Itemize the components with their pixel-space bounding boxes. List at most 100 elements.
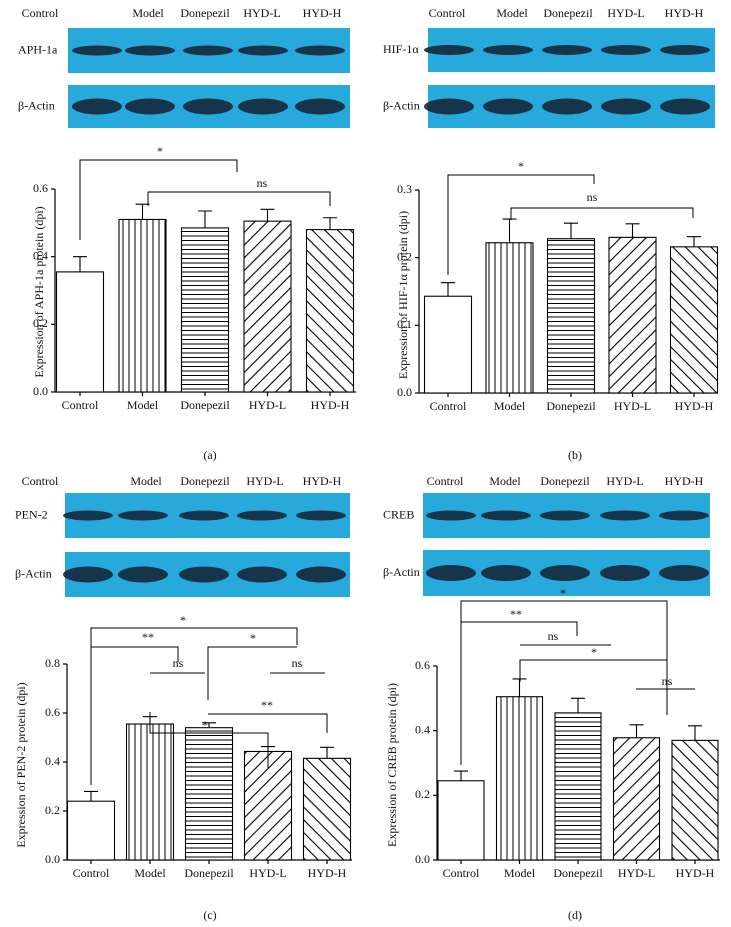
bar: [669, 246, 719, 394]
error-bar: [454, 770, 468, 781]
x-tick-label: Model: [504, 866, 536, 880]
blot-row-label: APH-1a: [18, 42, 58, 56]
error-bar: [564, 222, 578, 239]
bar: [180, 227, 230, 393]
blot-band: [72, 98, 122, 115]
error-bar: [625, 223, 640, 238]
blot-band: [183, 98, 233, 115]
bar: [184, 727, 234, 861]
blot-band: [424, 98, 474, 115]
blot-band: [600, 565, 650, 581]
bar: [125, 723, 175, 861]
bar: [423, 295, 473, 394]
significance-bracket: [519, 659, 667, 682]
blot-lane-label: HYD-L: [607, 6, 644, 20]
blot-row-label: HIF-1α: [383, 42, 419, 56]
blot-band: [660, 98, 710, 115]
blot-band: [125, 98, 175, 115]
x-tick-label: Control: [62, 398, 99, 412]
blot-band: [483, 45, 533, 55]
error-bar: [688, 725, 702, 741]
blot-band: [183, 45, 233, 56]
panel-label: (d): [568, 908, 582, 922]
significance-bracket: [510, 207, 694, 220]
error-bar: [323, 217, 337, 230]
y-tick-label: 0.0: [45, 852, 60, 866]
bar: [66, 800, 116, 861]
x-tick-label: HYD-H: [676, 866, 715, 880]
bar: [608, 236, 657, 394]
y-tick-label: 0.8: [45, 656, 60, 670]
significance-bracket: [147, 191, 331, 206]
blot-band: [481, 565, 531, 581]
x-tick-label: HYD-H: [675, 399, 714, 413]
blot-row-label: β-Actin: [18, 98, 55, 112]
error-bar: [441, 282, 455, 297]
blot-lane-label: HYD-H: [665, 6, 704, 20]
x-tick-label: Donepezil: [184, 866, 234, 880]
x-tick-label: HYD-L: [614, 399, 651, 413]
error-bar: [198, 210, 212, 228]
significance-bracket: [207, 646, 297, 700]
error-bar: [320, 746, 334, 759]
blot-lane-label: HYD-H: [303, 474, 342, 488]
y-tick-label: 0.6: [33, 181, 48, 195]
error-bar: [260, 208, 275, 222]
blot-band: [72, 45, 122, 56]
significance-label: *: [250, 631, 256, 645]
significance-bracket: [447, 174, 595, 275]
x-tick-label: HYD-H: [311, 398, 350, 412]
blot-band: [295, 98, 345, 115]
blot-band: [426, 510, 476, 521]
x-tick-label: HYD-L: [618, 866, 655, 880]
blot-band: [118, 510, 168, 521]
y-axis-label: Expression of APH-1a protein (dpi): [32, 206, 46, 377]
blot-lane-label: Model: [496, 6, 528, 20]
bar: [243, 750, 293, 861]
error-bar: [629, 724, 644, 738]
y-tick-label: 0.0: [415, 852, 430, 866]
error-bar: [73, 256, 87, 272]
bar: [671, 739, 719, 861]
significance-label: ns: [292, 656, 303, 670]
significance-bracket: [149, 712, 269, 768]
blot-lane-label: Control: [22, 474, 59, 488]
blot-lane-label: Control: [427, 474, 464, 488]
y-tick-label: 0.6: [45, 705, 60, 719]
significance-bracket: [208, 713, 328, 733]
blot-band: [237, 510, 287, 521]
y-tick-label: 0.2: [33, 316, 48, 330]
panel-label: (a): [203, 448, 216, 462]
x-tick-label: HYD-H: [308, 866, 347, 880]
significance-label: *: [518, 159, 524, 173]
blot-band: [660, 45, 710, 55]
significance-label: ns: [257, 176, 268, 190]
blot-lane-label: HYD-L: [246, 474, 283, 488]
y-axis-label: Expression of PEN-2 protein (dpi): [14, 682, 28, 847]
y-tick-label: 0.4: [33, 248, 48, 262]
y-axis-label: Expression of CREB protein (dpi): [385, 683, 399, 847]
bar: [495, 696, 544, 861]
significance-label: ns: [587, 190, 598, 204]
blot-lane-label: Model: [489, 474, 521, 488]
significance-bracket: [460, 600, 668, 765]
error-bar: [571, 697, 585, 713]
blot-row-label: β-Actin: [383, 98, 420, 112]
x-tick-label: Donepezil: [180, 398, 230, 412]
y-tick-label: 0.2: [45, 803, 60, 817]
blot-row-label: β-Actin: [15, 566, 52, 580]
blot-band: [118, 566, 168, 583]
bar: [118, 218, 167, 393]
significance-label: **: [510, 607, 522, 621]
x-tick-label: Control: [73, 866, 110, 880]
x-tick-label: Model: [127, 398, 159, 412]
blot-band: [125, 45, 175, 56]
bar: [546, 238, 596, 394]
blot-band: [659, 565, 709, 581]
blot-lane-label: HYD-H: [303, 6, 342, 20]
blot-lane-label: HYD-L: [606, 474, 643, 488]
panel-label: (b): [568, 448, 582, 462]
y-tick-label: 0.4: [415, 722, 430, 736]
blot-band: [179, 566, 229, 583]
blot-band: [296, 510, 346, 521]
